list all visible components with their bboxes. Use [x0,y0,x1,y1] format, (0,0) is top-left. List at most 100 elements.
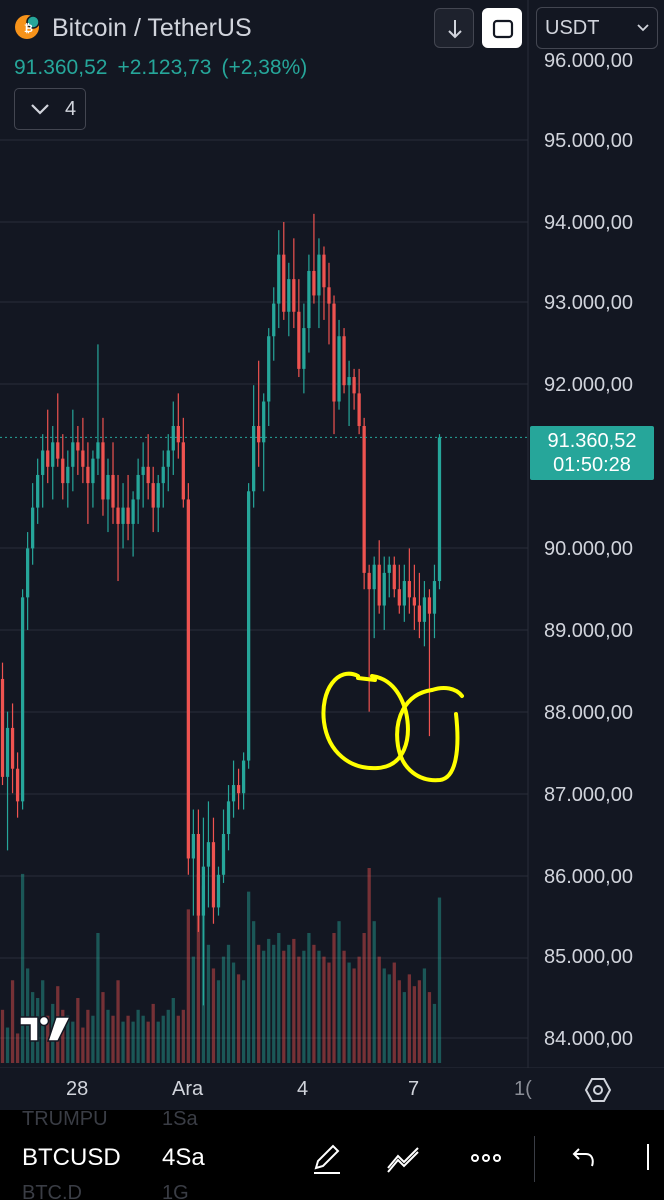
chart-header: ₿ Bitcoin / TetherUS 91.360,52 +2.123,73 (… [0,0,664,140]
chart-grid [0,139,528,1039]
current-price: 91.360,52 [14,56,108,79]
candle-body [267,336,271,402]
candle-body [46,450,50,467]
volume-bar [106,1009,110,1063]
redo-icon[interactable] [638,1140,664,1176]
drawing-tools-icon[interactable] [306,1140,346,1176]
volume-bar [357,956,361,1063]
candle-body [181,442,185,500]
time-axis[interactable]: 28 Ara 4 7 1( [0,1068,664,1110]
candle-body [357,393,361,426]
last-price-value: 91.360,52 [547,430,637,452]
candle-body [36,474,40,508]
candle-body [287,279,291,312]
volume-bar [101,992,105,1063]
price-axis[interactable]: 96.000,00 95.000,00 94.000,00 93.000,00 … [528,0,664,1068]
tradingview-logo [19,1015,72,1042]
volume-bar [91,1015,95,1063]
candle-body [407,581,411,598]
volume-bar [221,956,226,1063]
volume-bar [282,950,286,1063]
volume-bar [86,1009,90,1063]
volume-bar [372,921,376,1063]
candle-body [437,437,442,582]
interval-selector[interactable]: 4Sa [162,1144,205,1171]
candle-body [241,760,246,794]
candle-body [382,572,386,606]
candle-body [397,589,401,606]
currency-select[interactable]: USDT [536,7,658,49]
candle-body [131,499,135,524]
volume-bar [176,1015,180,1063]
indicators-icon[interactable] [384,1140,424,1176]
volume-bar [25,968,30,1063]
volume-bar [337,921,341,1063]
candle-body [231,785,236,802]
candle-body [186,499,190,859]
candle-body [25,548,30,598]
volume-bar [327,962,331,1063]
candle-body [76,442,80,451]
bottom-toolbar: TRUMPU 1Sa BTCUSD 4Sa BTC.D 1G [0,1110,664,1200]
candle-body [211,842,216,908]
candle-body [31,507,35,549]
candle-body [246,491,251,761]
time-axis-label: 4 [297,1078,309,1100]
volume-bar [422,968,427,1063]
arrow-down-icon [448,20,462,39]
candle-body [377,564,381,606]
candlestick-chart[interactable] [0,0,664,1068]
volume-bar [437,897,442,1063]
watchlist-ghost-interval: 1Sa [162,1110,198,1130]
volume-bar [161,1015,165,1063]
volume-bar [211,968,216,1063]
settings-icon[interactable] [584,1076,612,1104]
candle-body [252,426,256,492]
volume-bar [151,1003,155,1063]
time-axis-label: 28 [66,1078,89,1100]
scroll-to-latest-button[interactable] [434,8,474,48]
candle-body [362,426,366,573]
price-axis-label: 86.000,00 [544,866,633,888]
volume-bar [66,1015,70,1063]
candle-body [151,483,155,508]
undo-icon[interactable] [562,1140,602,1176]
candle-body [136,474,140,500]
volume-bar [156,1021,160,1063]
candle-body [332,303,336,402]
volume-bar [231,962,236,1063]
volume-bar [96,933,100,1063]
candle-body [41,450,45,475]
volume-bar [76,998,80,1063]
candle-body [417,605,422,622]
candle-body [56,442,60,459]
candle-body [307,270,311,329]
candle-body [176,426,180,443]
candle-body [226,801,231,834]
volume-bar [166,1009,170,1063]
toolbar-divider [534,1136,535,1182]
candle-body [206,842,211,867]
candle-body [101,442,105,500]
symbol-selector[interactable]: BTCUSD [22,1144,121,1171]
symbol-title[interactable]: Bitcoin / TetherUS [52,14,252,42]
candle-body [402,581,406,606]
volume-bar [246,891,251,1063]
time-axis-label: Ara [172,1078,204,1100]
more-options-icon[interactable] [466,1140,506,1176]
volume-bar [377,956,381,1063]
price-axis-label: 95.000,00 [544,130,633,152]
volume-bar [412,986,417,1063]
volume-bar [121,1021,125,1063]
volume-bar [241,980,246,1063]
candle-body [81,450,85,467]
candle-body [171,426,175,451]
candle-body [146,466,150,484]
candle-body [51,442,55,467]
price-change: +2.123,73 [117,56,212,79]
volume-bar [262,950,266,1063]
fullscreen-button[interactable] [482,8,522,48]
price-axis-label: 96.000,00 [544,50,633,72]
indicators-toggle-button[interactable]: 4 [14,88,86,130]
volume-bar [71,1021,75,1063]
